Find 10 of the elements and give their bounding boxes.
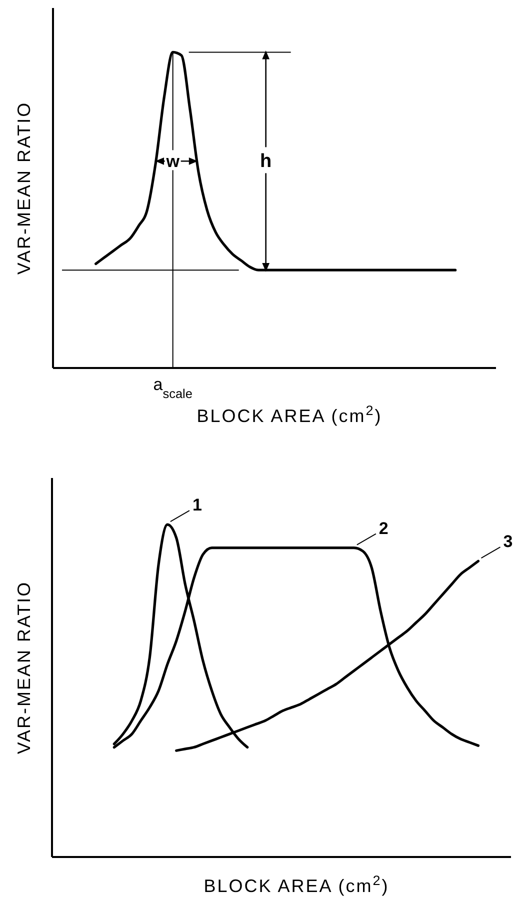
legend-label: 3 (503, 532, 513, 552)
y-axis-title: VAR-MEAN RATIO (14, 101, 34, 275)
y-axis-title: VAR-MEAN RATIO (14, 580, 34, 754)
annotation: h (260, 151, 272, 172)
x-axis-title: BLOCK AREA (cm$^{2}$) (196, 402, 382, 426)
annotation: w (165, 152, 180, 172)
legend-label: 2 (378, 518, 388, 538)
text: a$_{scale}$ (153, 375, 192, 400)
legend-label: 1 (192, 496, 202, 515)
x-axis-title: BLOCK AREA (cm$^{2}$) (204, 872, 390, 896)
